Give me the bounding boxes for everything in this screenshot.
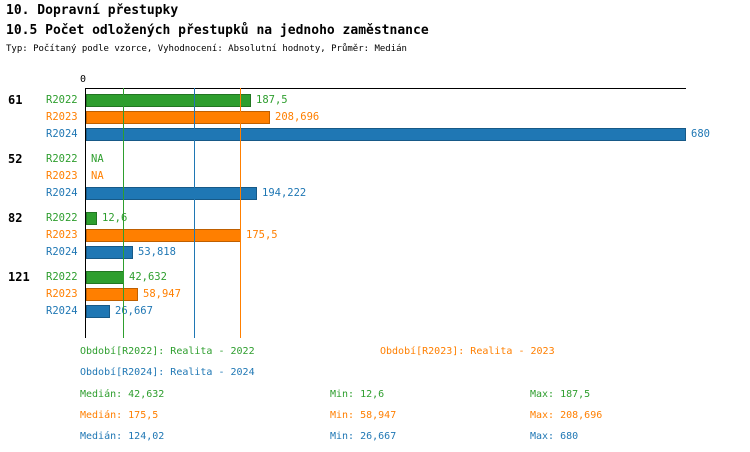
bar-r2023 bbox=[86, 229, 241, 242]
stat-max-r2023: Max: 208,696 bbox=[530, 410, 603, 421]
stat-min-r2024: Min: 26,667 bbox=[330, 431, 397, 442]
stat-median-r2022: Medián: 42,632 bbox=[80, 389, 165, 400]
legend-r2024: Období[R2024]: Realita - 2024 bbox=[80, 367, 255, 378]
bar-value-label: 194,222 bbox=[262, 187, 307, 199]
series-row-label-r2022: R2022 bbox=[46, 212, 78, 224]
series-row-label-r2024: R2024 bbox=[46, 187, 78, 199]
median-line-r2023 bbox=[240, 88, 241, 338]
bar-chart: 0 61 R2022 187,5 R2023 208,696 R2024 680 52 R202… bbox=[0, 74, 750, 338]
bar-value-label: 175,5 bbox=[246, 229, 278, 241]
stat-min-r2023: Min: 58,947 bbox=[330, 410, 397, 421]
bar-value-label: 208,696 bbox=[275, 111, 320, 123]
stat-median-r2023: Medián: 175,5 bbox=[80, 410, 159, 421]
series-row-label-r2023: R2023 bbox=[46, 170, 78, 182]
bar-value-label: 680 bbox=[691, 128, 710, 140]
bar-r2024 bbox=[86, 305, 110, 318]
category-label: 52 bbox=[8, 152, 23, 166]
x-axis-line bbox=[85, 88, 686, 89]
series-row-label-r2024: R2024 bbox=[46, 128, 78, 140]
stat-max-r2024: Max: 680 bbox=[530, 431, 579, 442]
bar-value-label: 42,632 bbox=[129, 271, 167, 283]
bar-r2022 bbox=[86, 94, 251, 107]
series-row-label-r2024: R2024 bbox=[46, 246, 78, 258]
bar-value-label: 187,5 bbox=[256, 94, 288, 106]
bar-r2022 bbox=[86, 212, 97, 225]
series-row-label-r2022: R2022 bbox=[46, 271, 78, 283]
y-axis-line bbox=[85, 88, 86, 338]
bar-value-label: 58,947 bbox=[143, 288, 181, 300]
chart-title: 10.5 Počet odložených přestupků na jedno… bbox=[6, 23, 429, 38]
bar-r2024 bbox=[86, 128, 686, 141]
series-row-label-r2022: R2022 bbox=[46, 153, 78, 165]
bar-value-label: 12,6 bbox=[102, 212, 128, 224]
series-row-label-r2022: R2022 bbox=[46, 94, 78, 106]
bar-value-label: NA bbox=[91, 153, 104, 165]
bar-value-label: 53,818 bbox=[138, 246, 176, 258]
x-axis-tick-zero: 0 bbox=[80, 74, 87, 85]
stat-min-r2022: Min: 12,6 bbox=[330, 389, 385, 400]
stat-median-r2024: Medián: 124,02 bbox=[80, 431, 165, 442]
bar-r2024 bbox=[86, 246, 133, 259]
page-title: 10. Dopravní přestupky bbox=[6, 3, 179, 18]
legend-r2022: Období[R2022]: Realita - 2022 bbox=[80, 346, 255, 357]
median-line-r2022 bbox=[123, 88, 124, 338]
bar-r2023 bbox=[86, 288, 138, 301]
series-row-label-r2024: R2024 bbox=[46, 305, 78, 317]
bar-value-label: NA bbox=[91, 170, 104, 182]
legend-r2023: Období[R2023]: Realita - 2023 bbox=[380, 346, 555, 357]
category-label: 82 bbox=[8, 211, 23, 225]
category-label: 61 bbox=[8, 93, 23, 107]
series-row-label-r2023: R2023 bbox=[46, 229, 78, 241]
series-row-label-r2023: R2023 bbox=[46, 288, 78, 300]
bar-r2024 bbox=[86, 187, 257, 200]
chart-meta: Typ: Počítaný podle vzorce, Vyhodnocení:… bbox=[6, 44, 407, 54]
category-label: 121 bbox=[8, 270, 30, 284]
median-line-r2024 bbox=[194, 88, 195, 338]
bar-value-label: 26,667 bbox=[115, 305, 153, 317]
bar-r2022 bbox=[86, 271, 124, 284]
stat-max-r2022: Max: 187,5 bbox=[530, 389, 591, 400]
bar-r2023 bbox=[86, 111, 270, 124]
series-row-label-r2023: R2023 bbox=[46, 111, 78, 123]
